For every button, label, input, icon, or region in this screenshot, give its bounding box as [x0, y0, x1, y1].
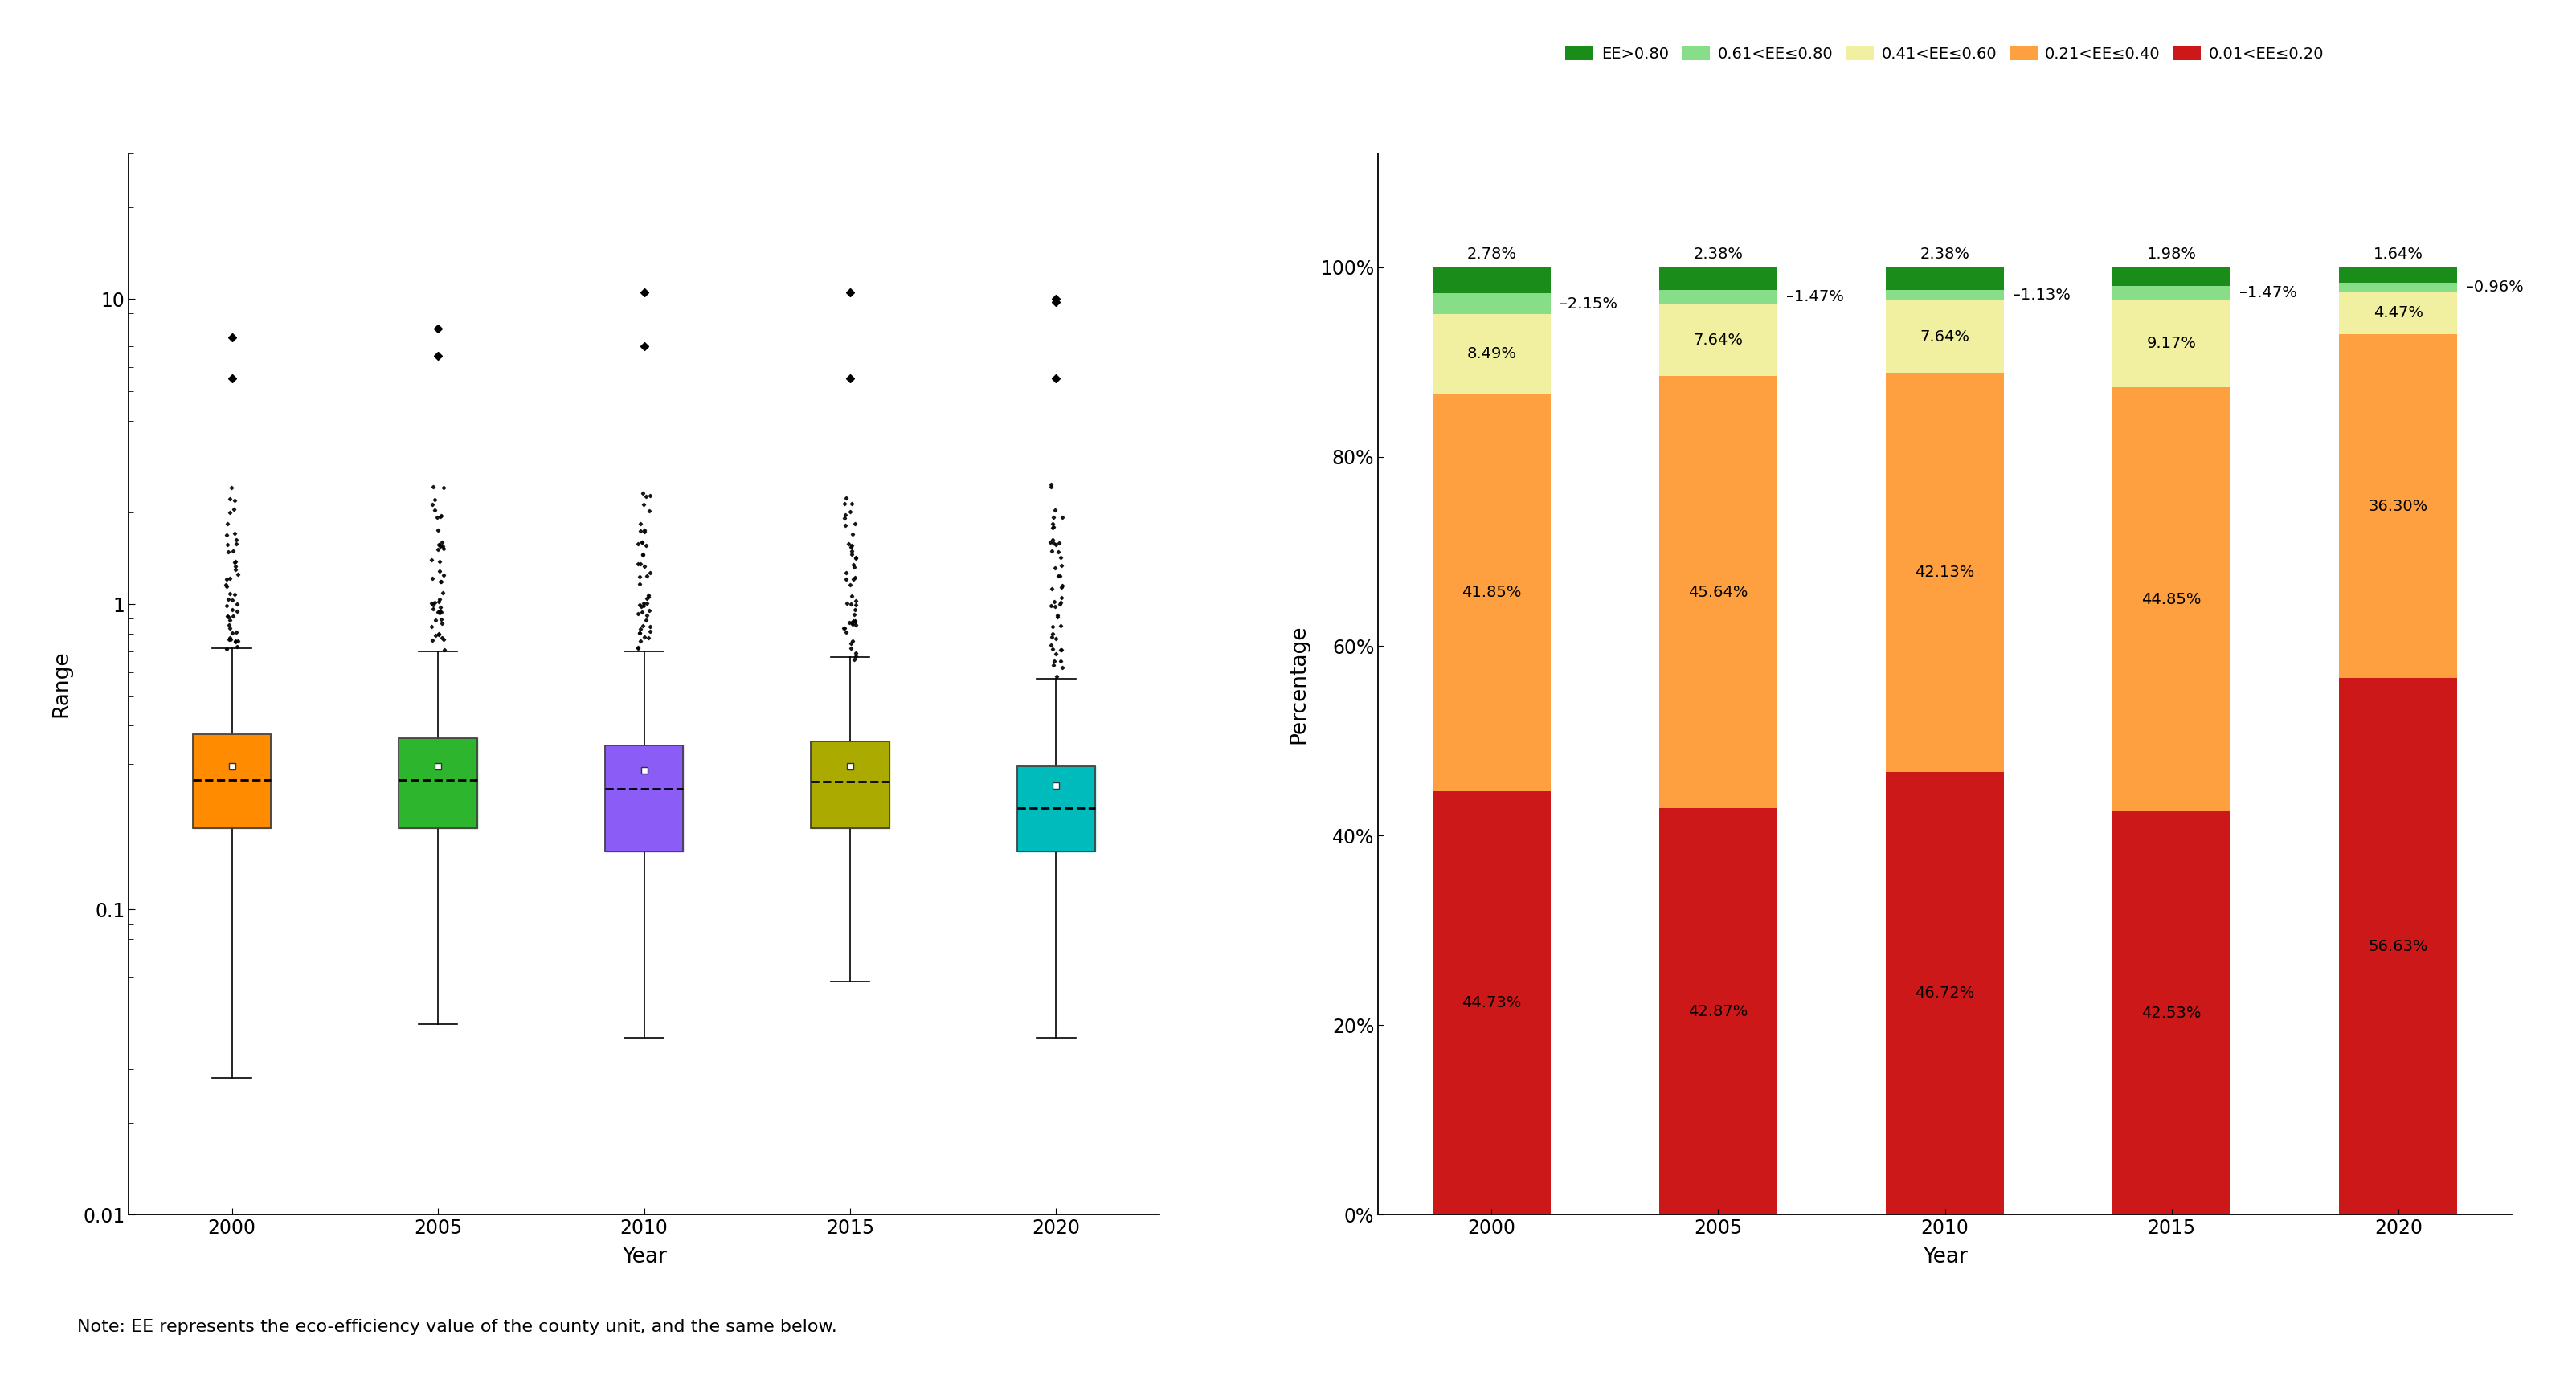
- Text: –1.47%: –1.47%: [1785, 289, 1844, 304]
- Text: –2.15%: –2.15%: [1558, 296, 1618, 311]
- Bar: [1432, 394, 1551, 790]
- Text: 2.78%: 2.78%: [1466, 246, 1517, 261]
- Bar: [2339, 292, 2458, 334]
- Text: –0.96%: –0.96%: [2465, 279, 2524, 295]
- Text: 42.53%: 42.53%: [2141, 1005, 2202, 1020]
- Text: 36.30%: 36.30%: [2367, 498, 2429, 514]
- Text: 2.38%: 2.38%: [1692, 246, 1744, 261]
- Bar: [1886, 300, 2004, 373]
- Text: 44.73%: 44.73%: [1461, 995, 1522, 1011]
- Text: 56.63%: 56.63%: [2367, 938, 2429, 953]
- Text: 44.85%: 44.85%: [2141, 592, 2202, 607]
- Bar: [1432, 267, 1551, 293]
- Bar: [1886, 772, 2004, 1215]
- Text: 42.13%: 42.13%: [1914, 565, 1976, 579]
- Bar: [1886, 373, 2004, 772]
- Text: 45.64%: 45.64%: [1687, 585, 1749, 600]
- Y-axis label: Range: Range: [52, 651, 72, 718]
- Bar: [1659, 304, 1777, 376]
- Bar: [2112, 267, 2231, 286]
- Text: 7.64%: 7.64%: [1692, 332, 1744, 348]
- X-axis label: Year: Year: [621, 1247, 667, 1268]
- Legend: EE>0.80, 0.61<EE≤0.80, 0.41<EE≤0.60, 0.21<EE≤0.40, 0.01<EE≤0.20: EE>0.80, 0.61<EE≤0.80, 0.41<EE≤0.60, 0.2…: [1558, 39, 2331, 68]
- Bar: [2112, 387, 2231, 811]
- Text: 2.38%: 2.38%: [1919, 246, 1971, 261]
- Bar: [1659, 290, 1777, 304]
- Bar: [1432, 293, 1551, 314]
- Bar: [2112, 811, 2231, 1215]
- Text: 46.72%: 46.72%: [1914, 986, 1976, 1001]
- Text: –1.13%: –1.13%: [2012, 288, 2071, 303]
- Bar: [2112, 300, 2231, 387]
- Text: 41.85%: 41.85%: [1461, 585, 1522, 600]
- Text: 4.47%: 4.47%: [2372, 306, 2424, 321]
- Text: 1.98%: 1.98%: [2146, 246, 2197, 261]
- Text: 42.87%: 42.87%: [1687, 1004, 1749, 1019]
- Bar: [1432, 314, 1551, 394]
- Bar: [2339, 334, 2458, 678]
- Bar: [2339, 267, 2458, 283]
- Bar: [2339, 283, 2458, 292]
- Text: 7.64%: 7.64%: [1919, 329, 1971, 345]
- Bar: [1886, 290, 2004, 300]
- Text: –1.47%: –1.47%: [2239, 285, 2298, 300]
- Bar: [1432, 790, 1551, 1215]
- Text: 9.17%: 9.17%: [2146, 335, 2197, 350]
- Y-axis label: Percentage: Percentage: [1288, 624, 1309, 744]
- Bar: [2339, 678, 2458, 1215]
- Bar: [1659, 267, 1777, 290]
- Bar: [2112, 286, 2231, 300]
- Text: 1.64%: 1.64%: [2372, 246, 2424, 261]
- X-axis label: Year: Year: [1922, 1247, 1968, 1268]
- Text: 8.49%: 8.49%: [1466, 346, 1517, 362]
- Bar: [1659, 376, 1777, 808]
- Text: Note: EE represents the eco-efficiency value of the county unit, and the same be: Note: EE represents the eco-efficiency v…: [77, 1319, 837, 1336]
- Bar: [1886, 267, 2004, 290]
- Bar: [1659, 808, 1777, 1215]
